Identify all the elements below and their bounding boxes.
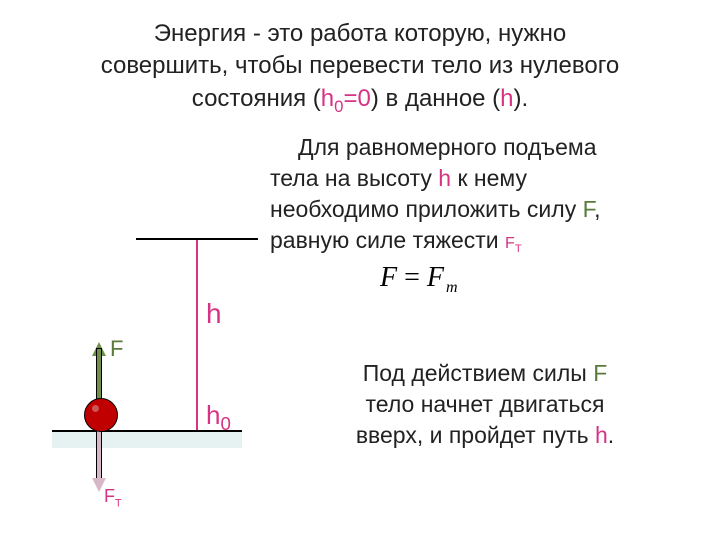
p2-a: Под действием силы	[363, 360, 593, 386]
paragraph-2: Под действием силы F тело начнет двигать…	[280, 358, 690, 451]
label-FT: FТ	[104, 486, 122, 510]
paragraph-1: Для равномерного подъема тела на высоту …	[270, 132, 710, 257]
force-FT-arrow	[92, 422, 106, 492]
p2-h: h	[595, 422, 608, 448]
p1-F: F	[583, 196, 595, 222]
title-h: h	[500, 85, 513, 112]
p1-e: ,	[594, 196, 600, 222]
title-block: Энергия - это работа которую, нужно сове…	[0, 0, 720, 118]
formula-eq: =	[397, 262, 427, 293]
title-l2: совершить, чтобы перевести тело из нулев…	[101, 52, 620, 79]
formula: F = Fm	[380, 262, 458, 297]
title-l3a: состояния (	[192, 85, 321, 112]
title-l3c: ).	[514, 85, 529, 112]
label-F-text: F	[110, 336, 123, 361]
p1-b: тела на высоту	[270, 165, 438, 191]
height-line	[196, 240, 198, 430]
p1-FT: F	[505, 235, 515, 252]
title-h0: h	[321, 85, 334, 112]
formula-Fm: F	[427, 262, 444, 293]
title-eq0: =0	[344, 85, 371, 112]
body-ball	[84, 398, 118, 432]
title-l1: Энергия - это работа которую, нужно	[154, 20, 566, 47]
p2-d: .	[608, 422, 614, 448]
p2-F: F	[593, 360, 607, 386]
title-l3b: ) в данное (	[371, 85, 500, 112]
formula-F: F	[380, 262, 397, 293]
label-h0-text: h	[206, 400, 220, 430]
label-FT-sub: Т	[115, 498, 122, 510]
p1-FTsub: Т	[515, 243, 522, 255]
p2-c: вверх, и пройдет путь	[356, 422, 595, 448]
label-FT-text: F	[104, 486, 115, 506]
label-h0-sub: 0	[220, 413, 230, 434]
p1-h: h	[438, 165, 451, 191]
p1-c: к нему	[451, 165, 527, 191]
formula-sub: m	[446, 279, 458, 296]
p1-f: равную силе тяжести	[270, 227, 505, 253]
p2-b: тело начнет двигаться	[366, 391, 605, 417]
label-h-text: h	[206, 298, 222, 329]
p1-a: Для равномерного подъема	[298, 134, 597, 160]
label-h: h	[206, 298, 222, 330]
p1-d: необходимо приложить силу	[270, 196, 583, 222]
diagram: h h0 F FТ	[52, 236, 252, 516]
title-h0-sub: 0	[334, 97, 343, 116]
label-F: F	[110, 336, 123, 362]
label-h0: h0	[206, 400, 231, 435]
ball-highlight	[92, 405, 99, 412]
